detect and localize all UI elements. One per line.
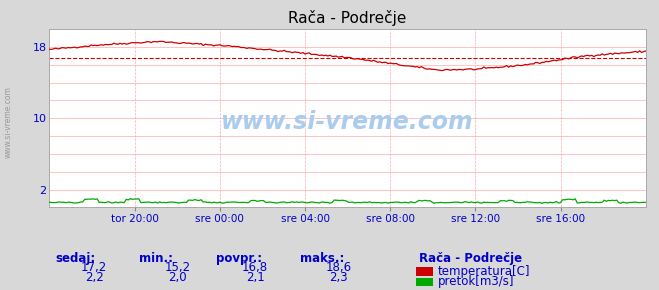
- Text: sedaj:: sedaj:: [55, 252, 96, 265]
- Text: maks.:: maks.:: [300, 252, 344, 265]
- Text: 2,2: 2,2: [85, 271, 103, 284]
- Title: Rača - Podrečje: Rača - Podrečje: [289, 10, 407, 26]
- Text: 15,2: 15,2: [165, 261, 190, 274]
- Text: 2,1: 2,1: [246, 271, 264, 284]
- Text: 2,0: 2,0: [168, 271, 187, 284]
- Text: 16,8: 16,8: [242, 261, 268, 274]
- Text: 2,3: 2,3: [330, 271, 348, 284]
- Text: temperatura[C]: temperatura[C]: [438, 265, 530, 278]
- Text: Rača - Podrečje: Rača - Podrečje: [419, 252, 523, 265]
- Text: 17,2: 17,2: [81, 261, 107, 274]
- Text: povpr.:: povpr.:: [216, 252, 262, 265]
- Text: 18,6: 18,6: [326, 261, 352, 274]
- Text: min.:: min.:: [139, 252, 173, 265]
- Text: www.si-vreme.com: www.si-vreme.com: [221, 110, 474, 134]
- Text: www.si-vreme.com: www.si-vreme.com: [3, 86, 13, 158]
- Text: pretok[m3/s]: pretok[m3/s]: [438, 276, 515, 288]
